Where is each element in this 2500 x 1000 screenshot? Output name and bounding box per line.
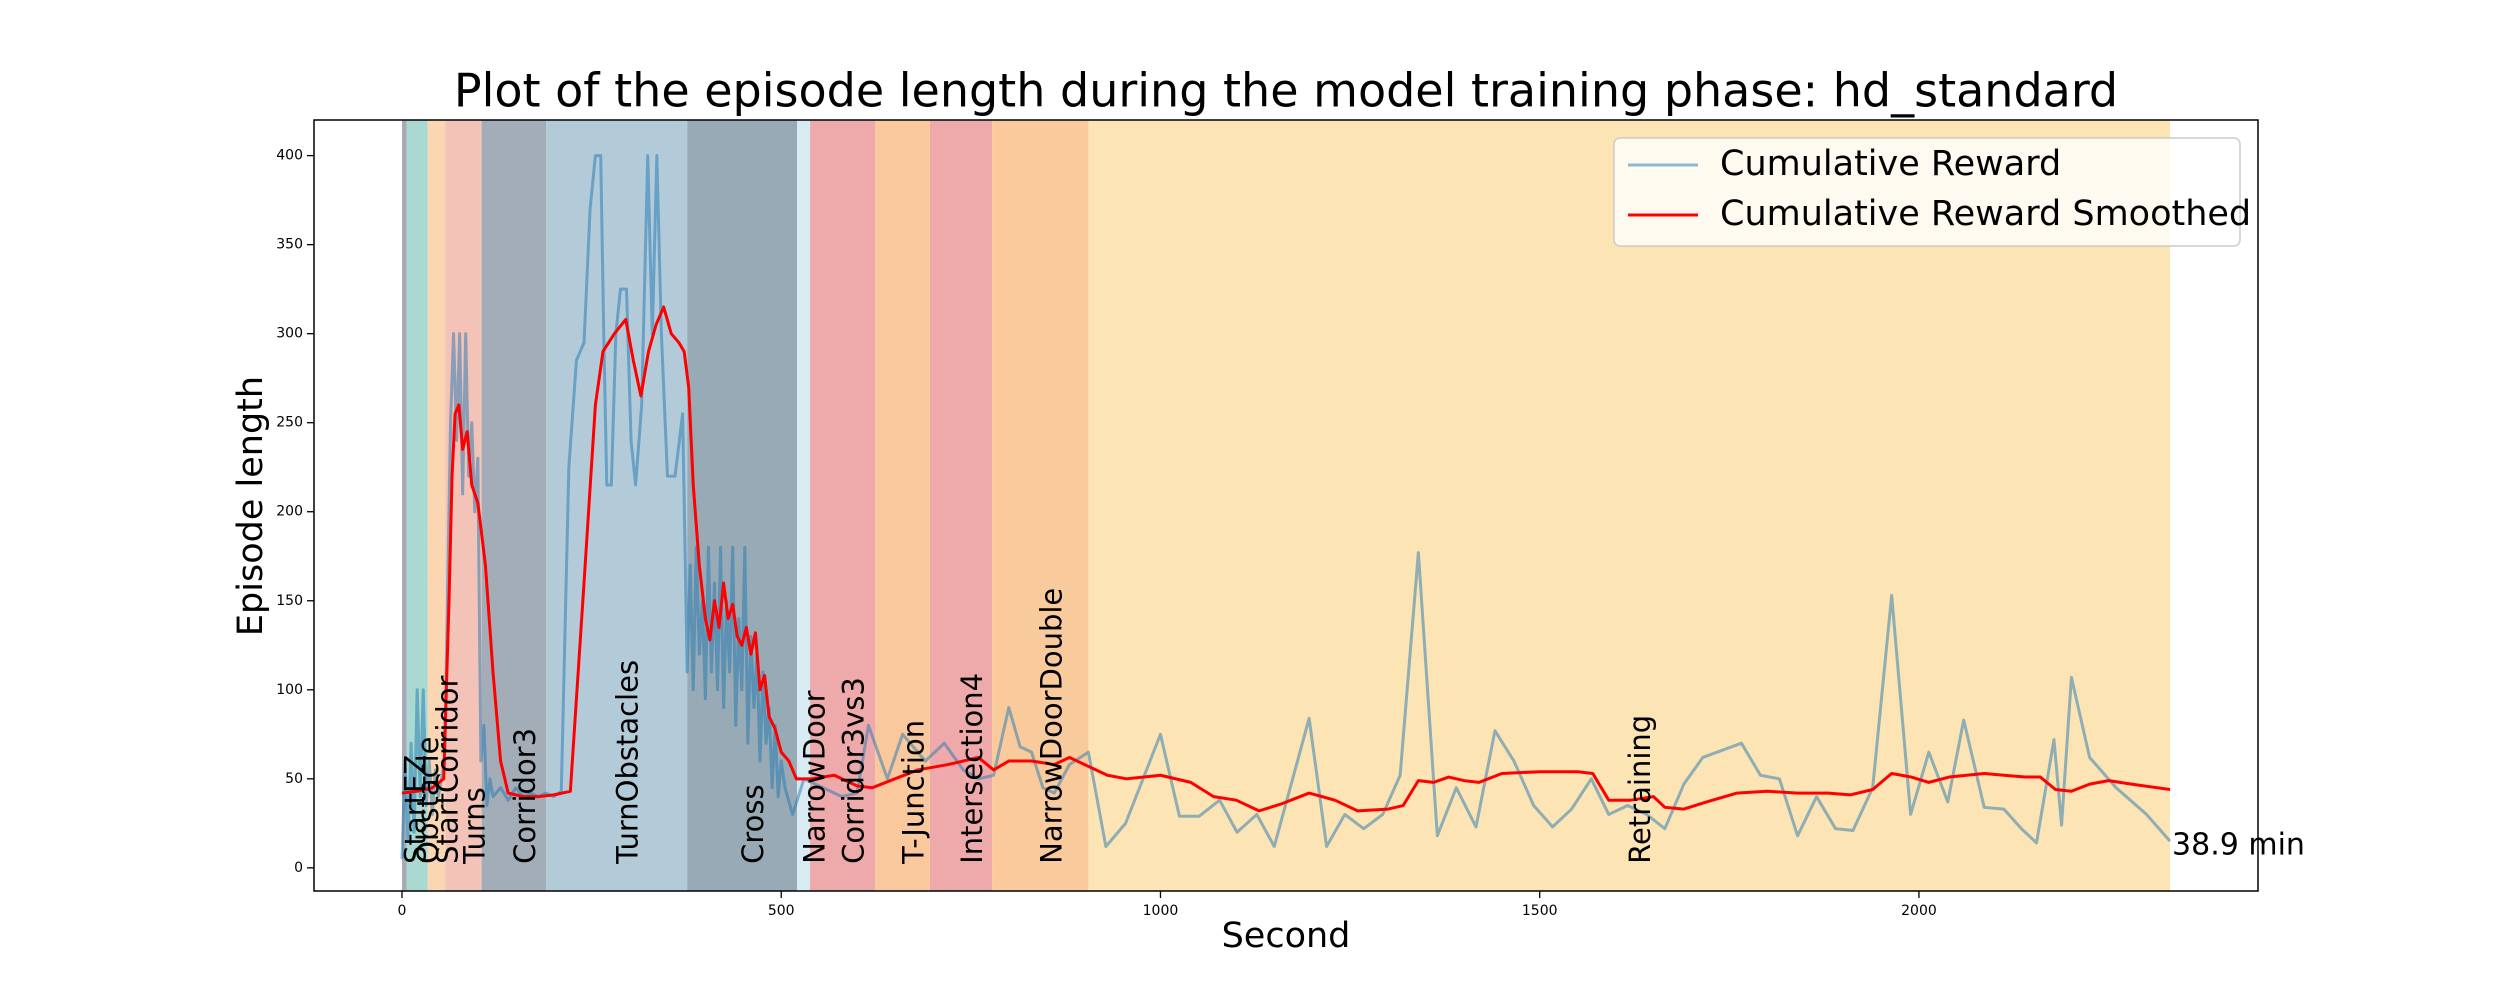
phase-label: Obstacle (411, 737, 445, 864)
y-tick-label: 50 (285, 771, 303, 787)
x-tick-label: 2000 (1901, 903, 1937, 919)
data-line (400, 154, 2172, 859)
phase-region (797, 120, 811, 891)
phase-label: Retraining (1623, 715, 1657, 864)
phase-region (427, 120, 446, 891)
phase-label: NarrowDoor (798, 690, 832, 863)
phase-label: StartEZ (398, 755, 432, 864)
phase-label: Corridor3vs3 (837, 677, 871, 864)
chart-title: Plot of the episode length during the mo… (454, 64, 2118, 118)
phase-label: Turns (457, 787, 491, 865)
phase-label: Cross (736, 784, 770, 864)
y-tick-label: 250 (276, 415, 303, 431)
x-tick-label: 1500 (1522, 903, 1558, 919)
phase-label: Corridor3 (508, 728, 542, 864)
phase-region (546, 120, 688, 891)
x-tick-label: 500 (768, 903, 795, 919)
data-line (401, 305, 2171, 813)
phase-label: Intersection4 (955, 673, 989, 864)
phase-label: T-Junction (897, 720, 931, 865)
y-tick-label: 400 (276, 148, 303, 164)
phase-region (1088, 120, 2171, 891)
x-tick-label: 1000 (1143, 903, 1179, 919)
legend-label: Cumulative Reward Smoothed (1720, 194, 2251, 234)
phase-region (687, 120, 798, 891)
phase-region (481, 120, 547, 891)
legend-label: Cumulative Reward (1720, 144, 2061, 184)
y-tick-label: 200 (276, 504, 303, 520)
duration-annotation: 38.9 min (2172, 827, 2305, 862)
y-tick-label: 100 (276, 682, 303, 698)
plot-frame (313, 119, 2259, 892)
y-axis-label: Episode length (231, 376, 271, 636)
x-tick-label: 0 (398, 903, 407, 919)
y-tick-label: 150 (276, 593, 303, 609)
legend-box (1613, 137, 2241, 247)
phase-region (875, 120, 930, 891)
x-axis-label: Second (1222, 916, 1351, 956)
phase-label: StartCorridor (430, 675, 464, 863)
phase-label: NarrowDoorDouble (1034, 588, 1068, 864)
y-tick-label: 350 (276, 237, 303, 253)
phase-label: TurnObstacles (611, 660, 645, 865)
phase-region (401, 120, 407, 891)
y-tick-label: 0 (294, 860, 303, 876)
y-tick-label: 300 (276, 326, 303, 342)
phase-region (810, 120, 876, 891)
